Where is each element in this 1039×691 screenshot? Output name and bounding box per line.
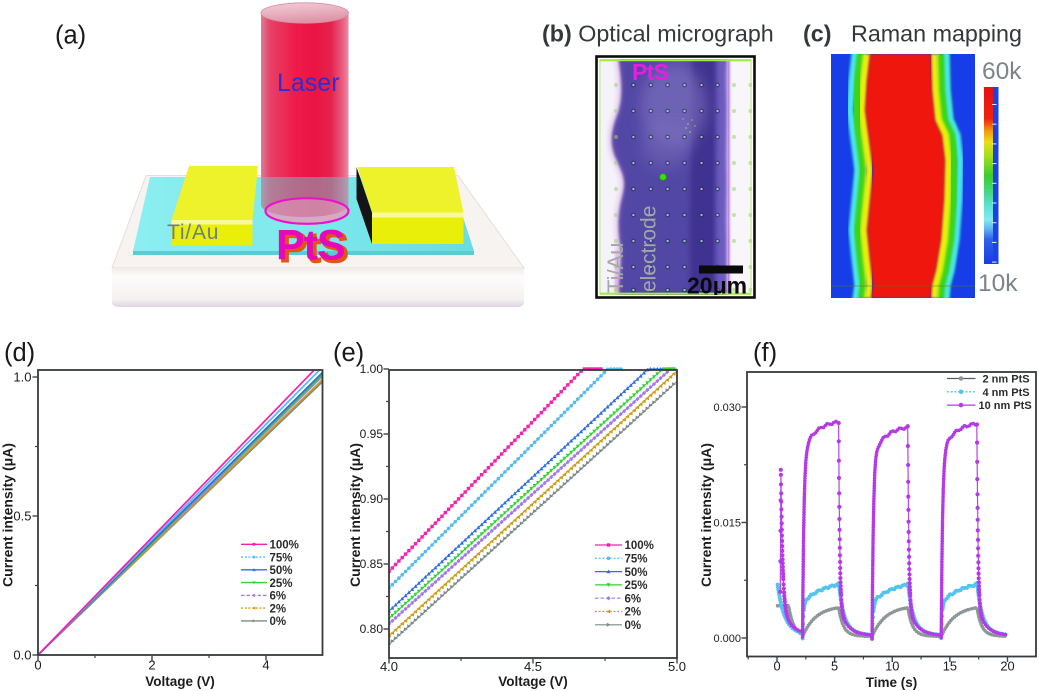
svg-text:0.030: 0.030 <box>713 402 741 414</box>
svg-text:electrode: electrode <box>638 206 661 292</box>
svg-text:Ti/Au: Ti/Au <box>167 221 219 244</box>
svg-text:0.80: 0.80 <box>360 622 384 636</box>
svg-text:5: 5 <box>831 659 838 674</box>
svg-text:0%: 0% <box>625 620 642 632</box>
svg-text:50%: 50% <box>270 565 293 577</box>
svg-text:100%: 100% <box>625 540 654 552</box>
svg-text:Time (s): Time (s) <box>866 675 918 690</box>
svg-text:100%: 100% <box>270 540 299 552</box>
svg-text:60k: 60k <box>982 58 1022 85</box>
svg-text:75%: 75% <box>625 554 648 566</box>
svg-text:5.0: 5.0 <box>668 659 686 674</box>
svg-text:Voltage (V): Voltage (V) <box>145 674 215 689</box>
svg-text:0: 0 <box>773 659 780 674</box>
svg-text:15: 15 <box>943 659 957 674</box>
svg-text:20μm: 20μm <box>687 273 747 299</box>
svg-text:4.0: 4.0 <box>380 659 398 674</box>
svg-text:1.00: 1.00 <box>360 362 384 376</box>
svg-text:10k: 10k <box>978 270 1018 297</box>
svg-text:Current intensity (μA): Current intensity (μA) <box>0 443 16 587</box>
svg-text:50%: 50% <box>625 567 648 579</box>
svg-text:Ti/Au: Ti/Au <box>603 242 628 293</box>
svg-text:0.85: 0.85 <box>360 557 384 571</box>
svg-text:(a): (a) <box>55 22 86 50</box>
svg-text:75%: 75% <box>270 552 293 564</box>
svg-text:0.015: 0.015 <box>713 517 741 529</box>
svg-text:Raman mapping: Raman mapping <box>851 21 1022 47</box>
svg-text:PtS: PtS <box>276 222 345 270</box>
svg-text:6%: 6% <box>270 591 287 603</box>
svg-text:Voltage (V): Voltage (V) <box>498 674 568 689</box>
svg-text:4: 4 <box>262 658 269 673</box>
svg-text:0.0: 0.0 <box>13 648 31 663</box>
svg-text:(f): (f) <box>753 339 777 367</box>
svg-text:1.0: 1.0 <box>13 370 31 385</box>
svg-text:2%: 2% <box>625 607 642 619</box>
svg-text:25%: 25% <box>270 578 293 590</box>
svg-text:Current intensity (μA): Current intensity (μA) <box>347 443 363 587</box>
svg-text:10: 10 <box>885 659 899 674</box>
svg-text:20: 20 <box>1000 659 1014 674</box>
svg-text:2%: 2% <box>270 603 287 615</box>
svg-text:0.000: 0.000 <box>713 633 741 645</box>
svg-text:PtS: PtS <box>279 224 348 272</box>
svg-text:0.90: 0.90 <box>360 492 384 506</box>
svg-text:0.5: 0.5 <box>13 509 31 524</box>
svg-text:Laser: Laser <box>277 69 340 97</box>
svg-text:(b) Optical micrograph: (b) Optical micrograph <box>542 21 774 47</box>
svg-text:2 nm PtS: 2 nm PtS <box>983 374 1030 386</box>
svg-text:0%: 0% <box>270 616 287 628</box>
svg-text:10 nm PtS: 10 nm PtS <box>979 400 1032 412</box>
svg-text:2: 2 <box>148 658 155 673</box>
svg-text:6%: 6% <box>625 593 642 605</box>
svg-text:4 nm PtS: 4 nm PtS <box>983 387 1030 399</box>
svg-text:(c): (c) <box>803 21 831 47</box>
svg-text:PtS: PtS <box>632 59 669 85</box>
svg-text:0: 0 <box>34 658 41 673</box>
svg-text:(e): (e) <box>333 339 364 367</box>
svg-text:4.5: 4.5 <box>524 659 542 674</box>
svg-text:(d): (d) <box>4 339 35 367</box>
svg-text:25%: 25% <box>625 580 648 592</box>
svg-text:Current intensity (μA): Current intensity (μA) <box>698 443 714 587</box>
svg-text:0.95: 0.95 <box>360 427 384 441</box>
